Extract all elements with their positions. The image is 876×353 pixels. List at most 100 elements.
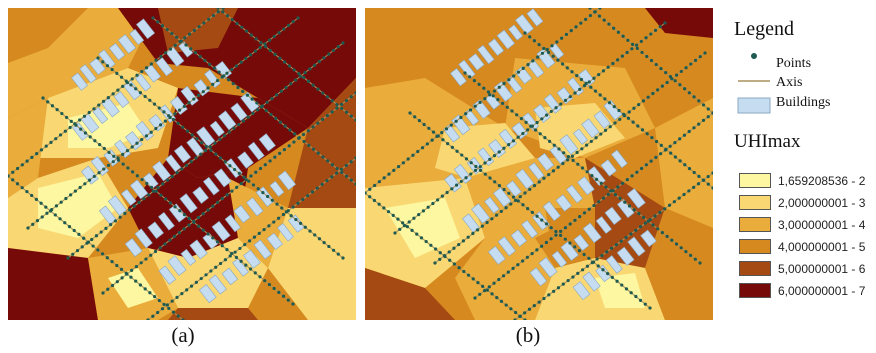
axis-point bbox=[182, 213, 187, 217]
axis-point bbox=[53, 213, 57, 217]
axis-point bbox=[268, 48, 272, 53]
axis-point bbox=[296, 201, 300, 205]
axis-point bbox=[483, 172, 487, 176]
axis-point bbox=[582, 84, 587, 88]
axis-point bbox=[635, 170, 639, 174]
axis-point bbox=[297, 72, 301, 76]
axis-point bbox=[349, 114, 353, 118]
axis-point bbox=[616, 30, 620, 34]
axis-point bbox=[601, 268, 605, 272]
axis-point bbox=[149, 185, 154, 189]
axis-point bbox=[480, 224, 484, 228]
axis-point bbox=[308, 67, 312, 71]
axis-point bbox=[292, 68, 296, 72]
axis-point bbox=[25, 159, 29, 163]
axis-point bbox=[73, 189, 77, 193]
axis-point bbox=[538, 132, 542, 136]
axis-point bbox=[542, 46, 546, 51]
axis-point bbox=[658, 25, 662, 29]
axis-point bbox=[601, 69, 606, 73]
axis-point bbox=[126, 166, 130, 170]
axis-point bbox=[579, 21, 583, 25]
axis-point bbox=[668, 75, 673, 79]
axis-point bbox=[121, 84, 125, 88]
axis-point bbox=[488, 93, 492, 97]
legend: Legend Points Axis Buildings UHImax 1,65… bbox=[718, 14, 876, 334]
axis-point bbox=[234, 255, 238, 259]
axis-point bbox=[649, 58, 654, 63]
axis-point bbox=[536, 55, 540, 59]
axis-point bbox=[554, 233, 558, 237]
axis-point bbox=[564, 32, 569, 37]
axis-point bbox=[168, 47, 173, 51]
axis-point bbox=[218, 261, 223, 266]
axis-point bbox=[257, 231, 261, 235]
axis-point bbox=[109, 223, 113, 227]
axis-point bbox=[521, 203, 525, 207]
class-label-3: 3,000000001 - 4 bbox=[778, 218, 866, 232]
axis-point bbox=[507, 191, 511, 195]
axis-point bbox=[34, 197, 38, 201]
axis-point bbox=[436, 198, 440, 202]
axis-point bbox=[485, 220, 489, 225]
axis-point bbox=[234, 64, 239, 68]
axis-point bbox=[593, 10, 597, 14]
axis-point bbox=[490, 292, 494, 296]
axis-point bbox=[164, 51, 168, 55]
axis-point bbox=[135, 73, 139, 77]
axis-point bbox=[173, 112, 177, 116]
axis-point bbox=[330, 175, 334, 179]
axis-point bbox=[258, 45, 262, 50]
axis-point bbox=[179, 39, 183, 43]
axis-point bbox=[529, 124, 533, 128]
axis-point bbox=[684, 66, 688, 70]
axis-point bbox=[392, 168, 396, 172]
axis-point bbox=[296, 16, 300, 20]
axis-point bbox=[170, 31, 174, 36]
axis-point bbox=[703, 51, 707, 55]
axis-point bbox=[135, 141, 139, 145]
axis-point bbox=[609, 189, 613, 193]
axis-point bbox=[215, 79, 220, 83]
axis-point bbox=[201, 90, 205, 94]
axis-point bbox=[247, 239, 252, 243]
axis-point bbox=[617, 108, 621, 113]
axis-point bbox=[663, 207, 667, 211]
axis-point bbox=[165, 178, 170, 182]
axis-point bbox=[525, 255, 529, 259]
axis-point bbox=[674, 242, 679, 246]
axis-point bbox=[566, 158, 570, 162]
axis-point bbox=[173, 43, 177, 47]
axis-point bbox=[635, 46, 639, 50]
axis-point bbox=[171, 117, 175, 122]
axis-point bbox=[115, 280, 119, 284]
axis-point bbox=[401, 221, 405, 225]
axis-point bbox=[87, 178, 92, 182]
axis-point bbox=[249, 174, 253, 178]
axis-point bbox=[330, 99, 334, 103]
axis-point bbox=[501, 101, 505, 105]
axis-point bbox=[490, 217, 494, 221]
axis-point bbox=[692, 95, 696, 99]
axis-point bbox=[265, 100, 269, 104]
axis-point bbox=[77, 232, 81, 236]
axis-point bbox=[88, 135, 92, 139]
axis-point bbox=[175, 171, 179, 175]
axis-point bbox=[256, 187, 260, 191]
axis-point bbox=[568, 222, 572, 226]
axis-label: Axis bbox=[776, 75, 803, 90]
axis-point bbox=[452, 262, 457, 266]
axis-point bbox=[241, 119, 246, 123]
axis-point bbox=[544, 113, 549, 117]
axis-point bbox=[655, 139, 659, 144]
axis-point bbox=[653, 214, 657, 218]
axis-point bbox=[597, 200, 601, 204]
axis-point bbox=[696, 182, 701, 186]
axis-point bbox=[549, 109, 553, 114]
axis-point bbox=[576, 271, 580, 275]
axis-point bbox=[547, 293, 551, 297]
axis-point bbox=[157, 298, 161, 303]
axis-point bbox=[80, 245, 84, 249]
axis-point bbox=[600, 253, 604, 258]
axis-point bbox=[226, 78, 231, 82]
